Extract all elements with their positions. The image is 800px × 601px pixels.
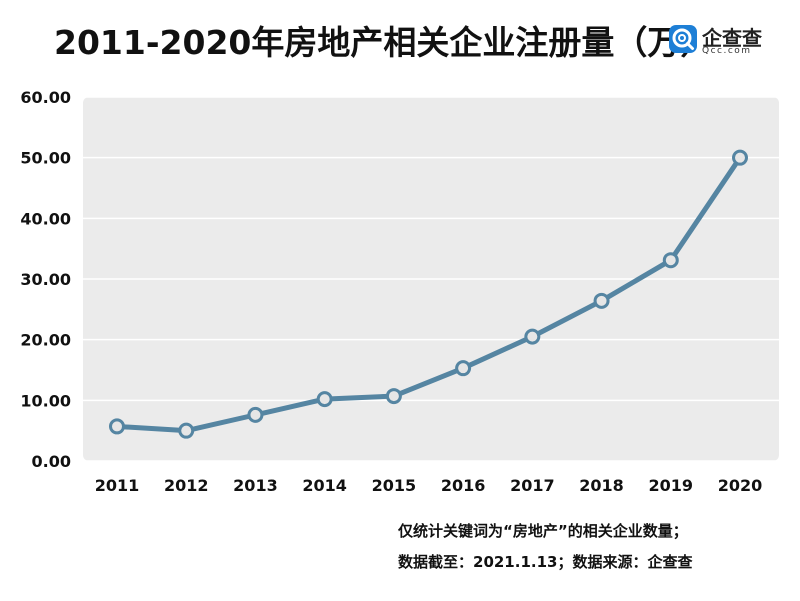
x-tick-label: 2018 — [579, 476, 624, 495]
y-tick-label: 60.00 — [20, 88, 71, 107]
y-tick-label: 30.00 — [20, 270, 71, 289]
x-tick-label: 2012 — [164, 476, 209, 495]
qcc-magnifier-icon — [669, 25, 697, 53]
x-tick-label: 2016 — [441, 476, 486, 495]
data-point — [732, 149, 748, 166]
data-point — [455, 360, 472, 377]
series-line — [114, 155, 743, 434]
data-point — [316, 391, 333, 408]
y-tick-label: 0.00 — [32, 452, 71, 471]
series-markers — [109, 149, 748, 439]
y-axis-ticks: 0.00 10.00 20.00 30.00 40.00 50.00 60.00 — [20, 88, 71, 471]
y-tick-label: 50.00 — [20, 149, 71, 168]
x-tick-label: 2015 — [372, 476, 417, 495]
logo-name: 企查查 — [702, 26, 762, 50]
y-tick-label: 10.00 — [20, 391, 71, 410]
footnotes: 仅统计关键词为“房地产”的相关企业数量； 数据截至：2021.1.13；数据来源… — [398, 516, 692, 578]
x-tick-label: 2019 — [649, 476, 694, 495]
footnote-source: 数据截至：2021.1.13；数据来源：企查查 — [398, 553, 693, 571]
grid-lines — [83, 96, 779, 462]
data-point — [662, 252, 679, 269]
y-tick-label: 20.00 — [20, 331, 71, 350]
logo-domain: Qcc.com — [702, 46, 752, 56]
x-tick-label: 2011 — [95, 476, 140, 495]
x-tick-label: 2013 — [233, 476, 278, 495]
y-tick-label: 40.00 — [20, 209, 71, 228]
x-axis-ticks: 2011 2012 2013 2014 2015 2016 2017 2018 2019 2020 — [95, 476, 763, 495]
x-tick-label: 2020 — [718, 476, 763, 495]
chart-title: 2011-2020年房地产相关企业注册量（万） — [54, 23, 714, 62]
data-point — [247, 406, 264, 423]
qcc-logo: 企查查 Qcc.com — [668, 22, 768, 62]
x-tick-label: 2014 — [302, 476, 347, 495]
data-point — [524, 328, 541, 345]
data-point — [385, 388, 402, 405]
footnote-scope: 仅统计关键词为“房地产”的相关企业数量； — [398, 522, 688, 540]
data-point — [178, 422, 195, 439]
data-point — [109, 418, 125, 435]
data-point — [593, 292, 610, 309]
x-tick-label: 2017 — [510, 476, 555, 495]
